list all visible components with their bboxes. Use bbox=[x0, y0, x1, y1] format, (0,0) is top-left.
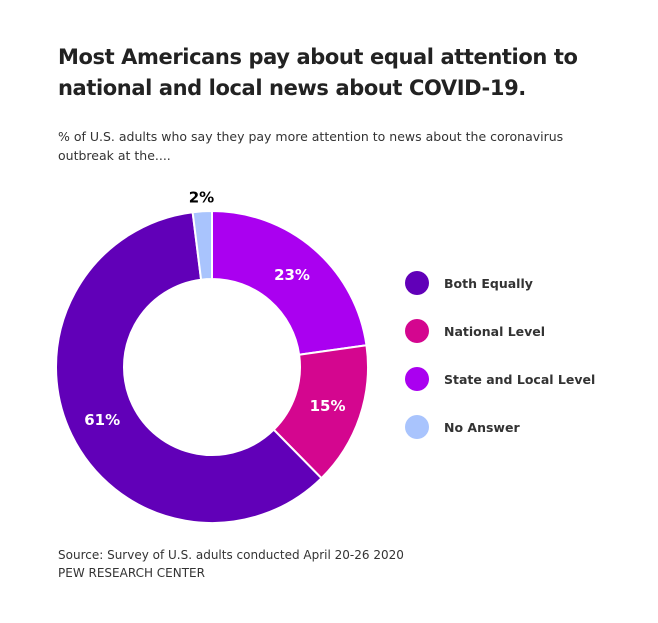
legend-swatch-both-equally bbox=[405, 271, 429, 295]
chart-subtitle: % of U.S. adults who say they pay more a… bbox=[58, 127, 578, 165]
legend-label-state-and-local-level: State and Local Level bbox=[444, 371, 596, 387]
legend-swatch-national-level bbox=[405, 319, 429, 343]
donut-slices bbox=[55, 209, 369, 524]
source-organization: PEW RESEARCH CENTER bbox=[58, 566, 205, 580]
legend-swatch-state-and-local-level bbox=[405, 367, 429, 391]
chart-title-line-1: Most Americans pay about equal attention… bbox=[58, 45, 578, 69]
donut-slice-labels: 23% 15% 61% 2% bbox=[84, 188, 345, 429]
chart-source: Source: Survey of U.S. adults conducted … bbox=[58, 546, 404, 582]
chart-title: Most Americans pay about equal attention… bbox=[58, 42, 618, 104]
chart-legend: Both Equally National Level State and Lo… bbox=[405, 271, 595, 463]
slice-label-both-equally: 61% bbox=[84, 411, 120, 429]
slice-label-national-level: 15% bbox=[310, 397, 346, 415]
slice-both-equally bbox=[55, 211, 323, 524]
legend-label-national-level: National Level bbox=[444, 323, 546, 339]
legend-item-no-answer: No Answer bbox=[405, 415, 595, 439]
slice-state-and-local-level bbox=[211, 209, 368, 356]
legend-item-both-equally: Both Equally bbox=[405, 271, 595, 295]
chart-subtitle-line-1: % of U.S. adults who say they pay more a… bbox=[58, 129, 564, 144]
slice-label-no-answer: 2% bbox=[189, 188, 214, 206]
chart-title-line-2: national and local news about COVID-19. bbox=[58, 76, 526, 100]
slice-no-answer bbox=[191, 209, 213, 281]
source-note: Source: Survey of U.S. adults conducted … bbox=[58, 548, 404, 562]
legend-label-both-equally: Both Equally bbox=[444, 275, 533, 291]
legend-swatch-no-answer bbox=[405, 415, 429, 439]
legend-label-no-answer: No Answer bbox=[444, 419, 520, 435]
legend-item-national-level: National Level bbox=[405, 319, 595, 343]
chart-subtitle-line-2: outbreak at the.... bbox=[58, 148, 171, 163]
slice-label-state-and-local-level: 23% bbox=[274, 266, 310, 284]
legend-item-state-and-local-level: State and Local Level bbox=[405, 367, 595, 391]
